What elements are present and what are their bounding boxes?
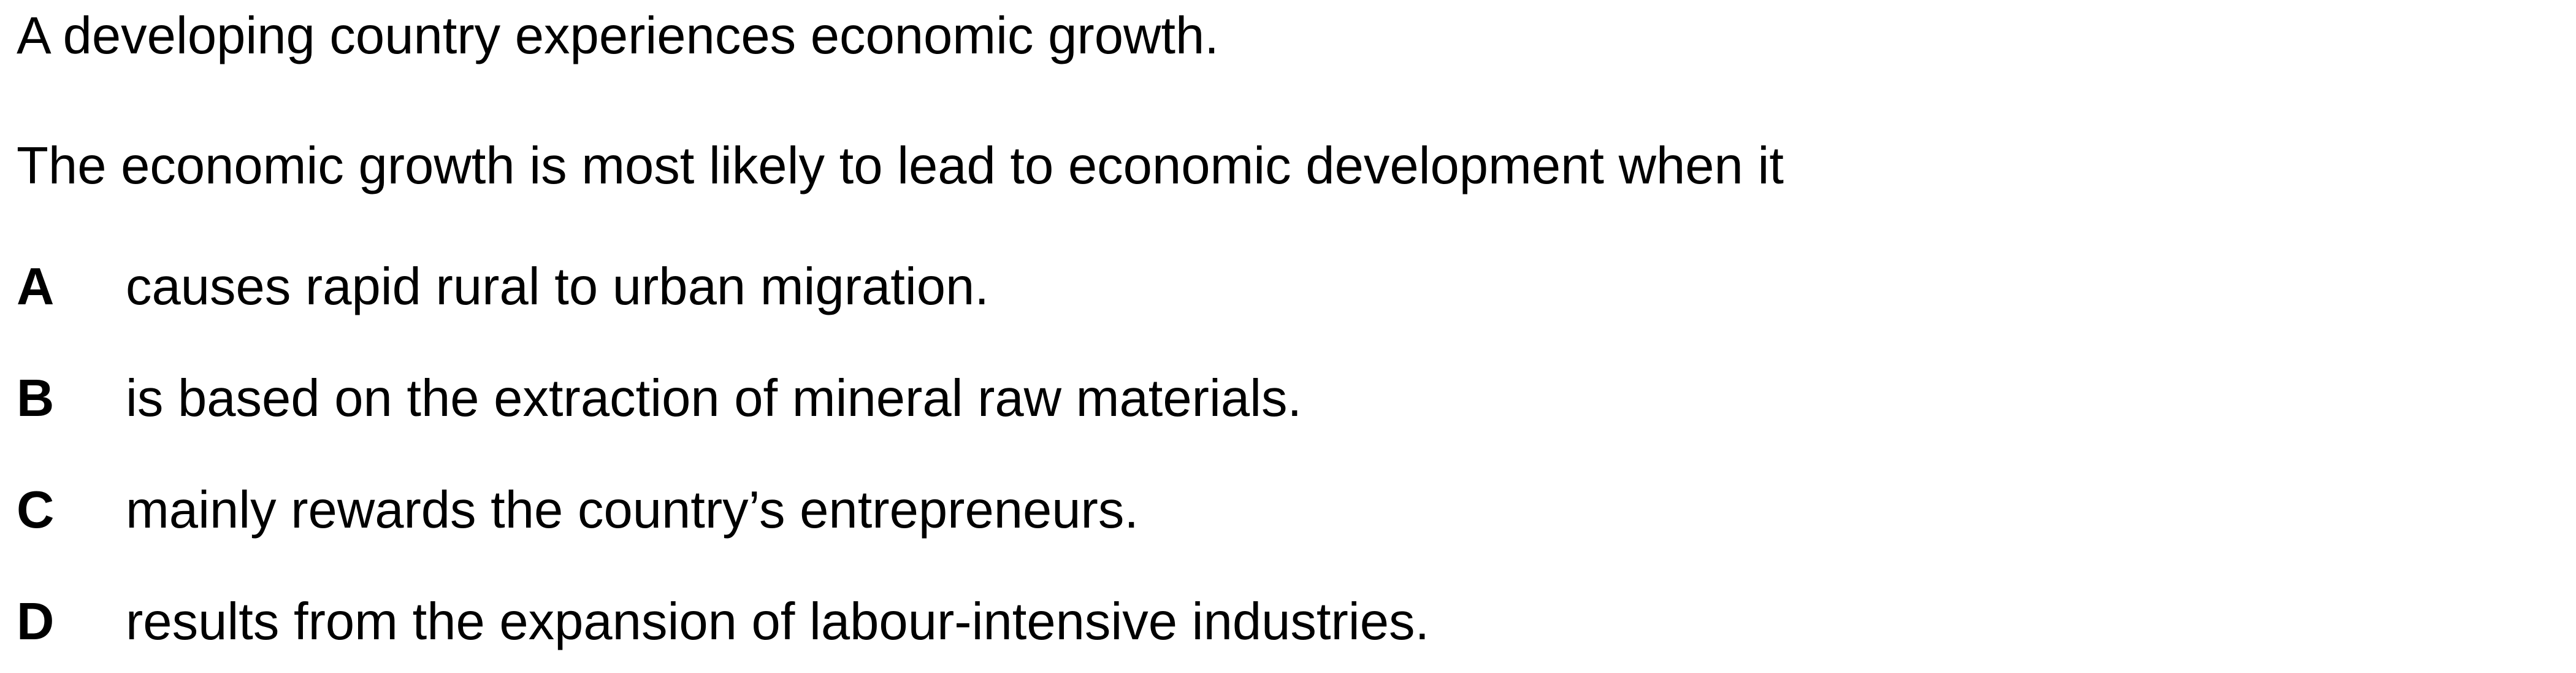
option-letter: B bbox=[17, 369, 55, 428]
option-letter: C bbox=[17, 481, 55, 539]
option-letter: D bbox=[17, 593, 55, 651]
option-text: is based on the extraction of mineral ra… bbox=[126, 369, 1302, 428]
option-letter: A bbox=[17, 258, 55, 316]
option-text: causes rapid rural to urban migration. bbox=[126, 258, 989, 316]
option-text: results from the expansion of labour-int… bbox=[126, 593, 1430, 651]
question-stem-line-1: A developing country experiences economi… bbox=[17, 7, 1219, 65]
question-stem-line-2: The economic growth is most likely to le… bbox=[17, 137, 1784, 195]
option-text: mainly rewards the country’s entrepreneu… bbox=[126, 481, 1139, 539]
